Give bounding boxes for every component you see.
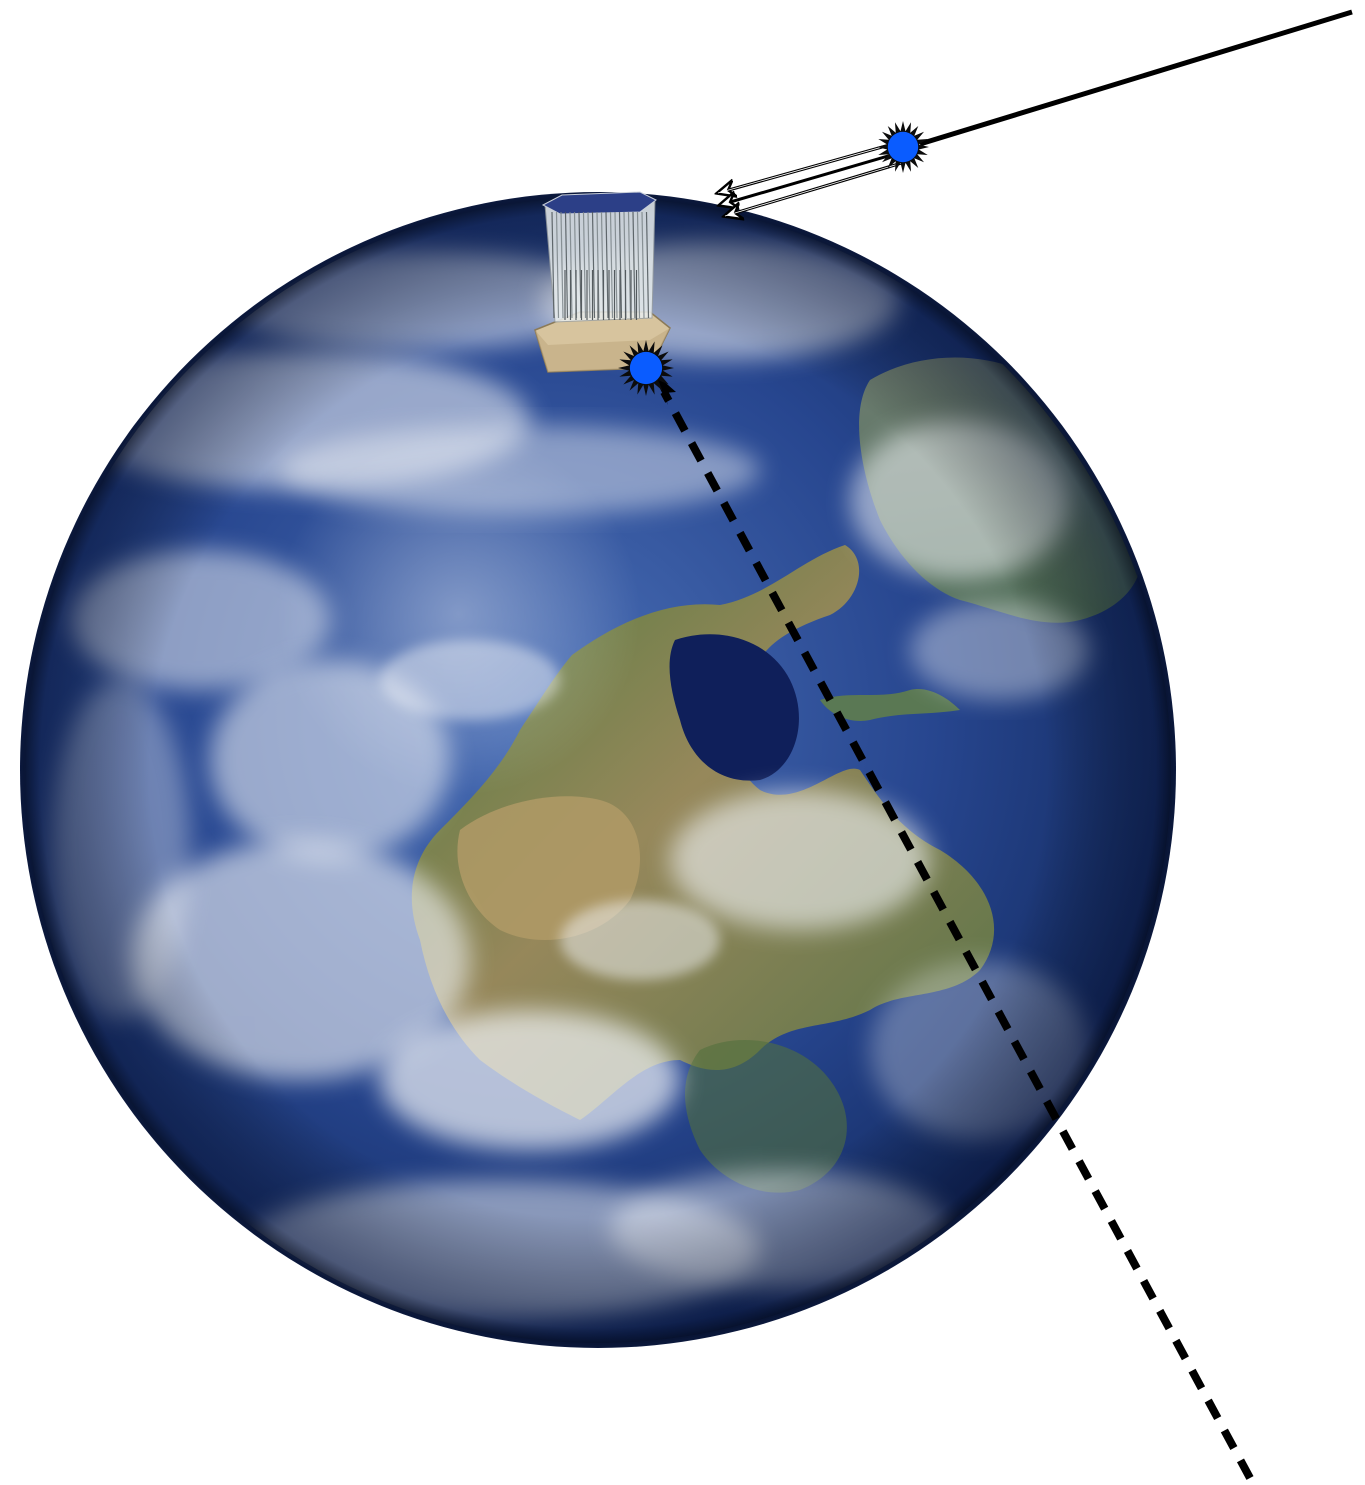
detector-string [618,211,623,319]
detector-string [587,211,591,319]
detector-string [551,211,555,319]
vertex-core [629,351,663,385]
interaction-vertex-above [877,121,929,173]
detector-strings [551,211,650,320]
downgoing-track [919,9,1353,147]
detector-string [578,211,582,319]
detector-string [641,211,645,319]
detector-string [555,211,560,319]
secondary-particle-bundle [718,140,906,216]
detector-string [564,211,569,319]
interaction-vertex-detector [618,340,674,396]
vertex-core [887,131,919,163]
detector-string [636,211,641,319]
detector-string [614,211,618,319]
surface-array [541,191,657,215]
detector-string [582,211,587,319]
detector-string [609,211,614,319]
detector-string [569,211,573,319]
detector-string [605,211,609,319]
detector-string [645,211,650,319]
detector [534,191,671,373]
detector-string [632,211,636,319]
detector-string [591,211,596,319]
upgoing-track [660,390,1254,1480]
detector-string [627,211,632,319]
earth [20,192,1176,1348]
detector-string [596,211,600,319]
detector-string [560,211,564,319]
